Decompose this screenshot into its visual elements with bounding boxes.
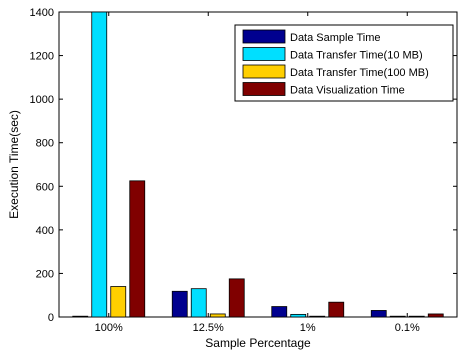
legend-label: Data Transfer Time(10 MB) xyxy=(290,50,423,62)
bar xyxy=(129,180,146,318)
legend-label: Data Sample Time xyxy=(290,32,380,44)
y-axis-label: Execution Time(sec) xyxy=(7,110,21,219)
y-tick-label: 1000 xyxy=(30,94,54,106)
y-tick-label: 400 xyxy=(36,225,54,237)
x-tick-label: 100% xyxy=(95,322,123,334)
bar xyxy=(427,313,444,318)
y-tick-label: 800 xyxy=(36,138,54,150)
bar xyxy=(171,290,188,318)
bars xyxy=(72,11,444,318)
y-tick-label: 1200 xyxy=(30,51,54,63)
bar xyxy=(72,315,89,318)
axes: 0 200 400 600 800 1000 1200 1400 100% 12.5% 1% 0.1% xyxy=(30,7,458,334)
x-tick-label: 12.5% xyxy=(193,322,224,334)
axis-labels: Sample Percentage Execution Time(sec) xyxy=(7,110,311,350)
y-tick-label: 0 xyxy=(48,312,54,324)
bar xyxy=(190,288,207,318)
legend-swatch xyxy=(242,29,286,44)
bar xyxy=(370,310,387,318)
legend-label: Data Visualization Time xyxy=(290,85,405,97)
x-tick-label: 0.1% xyxy=(395,322,420,334)
bar xyxy=(228,278,245,318)
legend-swatch xyxy=(242,64,286,79)
bar xyxy=(389,315,406,318)
y-tick-label: 200 xyxy=(36,268,54,280)
bar xyxy=(309,315,326,318)
legend: Data Sample Time Data Transfer Time(10 MB… xyxy=(234,24,454,102)
legend-swatch xyxy=(242,82,286,96)
bar xyxy=(408,315,425,318)
bar xyxy=(209,313,226,318)
bar xyxy=(290,313,307,318)
plot-frame xyxy=(58,11,458,318)
legend-label: Data Transfer Time(100 MB) xyxy=(290,67,429,79)
bar xyxy=(110,286,127,318)
legend-swatch xyxy=(242,47,286,61)
bar xyxy=(328,301,345,318)
x-axis-label: Sample Percentage xyxy=(205,336,311,350)
y-tick-label: 600 xyxy=(36,181,54,193)
y-tick-label: 1400 xyxy=(30,7,54,19)
bar xyxy=(271,306,288,318)
bar xyxy=(91,11,108,318)
x-tick-label: 1% xyxy=(300,322,316,334)
